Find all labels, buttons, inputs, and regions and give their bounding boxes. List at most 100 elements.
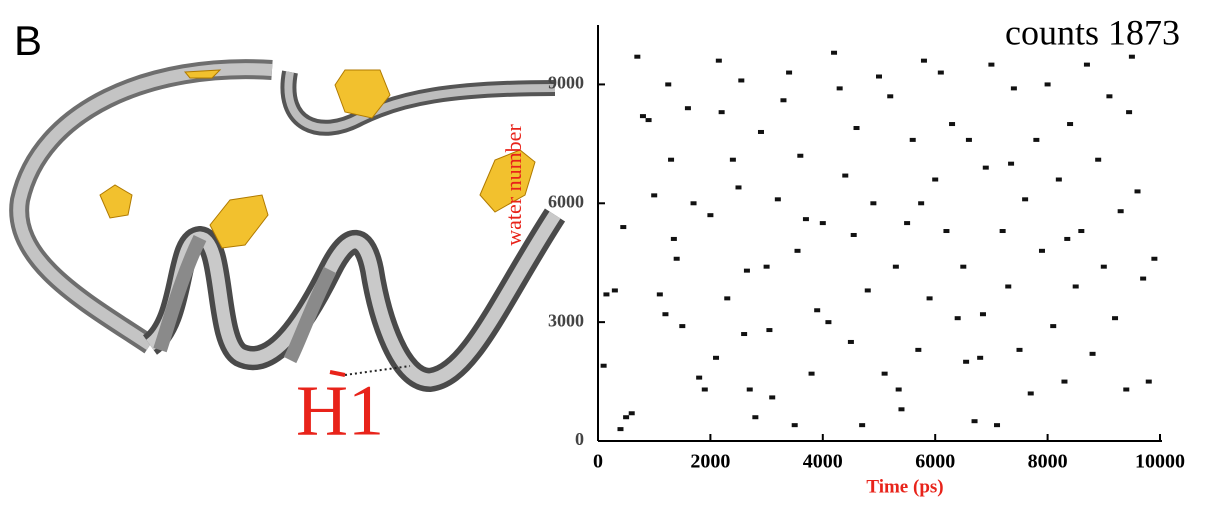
y-tick-label: 0 — [575, 429, 584, 449]
point — [1033, 137, 1040, 142]
point — [819, 221, 826, 226]
point — [679, 324, 686, 329]
point — [943, 229, 950, 234]
point — [1151, 256, 1158, 261]
point — [979, 312, 986, 317]
point — [1126, 110, 1133, 115]
point — [651, 193, 658, 198]
point — [909, 137, 916, 142]
point — [898, 407, 905, 412]
point — [994, 423, 1001, 428]
point — [831, 50, 838, 55]
point — [763, 264, 770, 269]
point — [617, 427, 624, 432]
point — [600, 363, 607, 368]
point — [982, 165, 989, 170]
point — [611, 288, 618, 293]
point — [1134, 189, 1141, 194]
point — [963, 359, 970, 364]
point — [729, 157, 736, 162]
helix-label: H1 — [296, 371, 384, 451]
point — [1022, 197, 1029, 202]
point — [1005, 284, 1012, 289]
point — [1061, 379, 1068, 384]
point — [1067, 122, 1074, 127]
point — [735, 185, 742, 190]
point — [628, 411, 635, 416]
point — [668, 157, 675, 162]
point — [620, 225, 627, 230]
annotation: counts 1873 — [1005, 12, 1180, 52]
point — [1100, 264, 1107, 269]
point — [853, 126, 860, 131]
point — [1117, 209, 1124, 214]
point — [769, 395, 776, 400]
point — [988, 62, 995, 67]
point — [850, 232, 857, 237]
point — [662, 312, 669, 317]
x-tick-label: 6000 — [915, 451, 955, 473]
y-tick-label: 3000 — [548, 310, 584, 330]
point — [859, 423, 866, 428]
point — [842, 173, 849, 178]
point — [802, 217, 809, 222]
point — [847, 339, 854, 344]
point — [999, 229, 1006, 234]
point — [746, 387, 753, 392]
y-tick-label: 9000 — [548, 73, 584, 93]
point — [808, 371, 815, 376]
point — [696, 375, 703, 380]
point — [1008, 161, 1015, 166]
point — [1050, 324, 1057, 329]
point — [1044, 82, 1051, 87]
point — [670, 236, 677, 241]
point — [960, 264, 967, 269]
point — [701, 387, 708, 392]
point — [915, 347, 922, 352]
point — [887, 94, 894, 99]
point — [718, 110, 725, 115]
point — [752, 415, 759, 420]
point — [1145, 379, 1152, 384]
point — [1016, 347, 1023, 352]
molecule-rendering — [9, 59, 566, 393]
x-tick-label: 4000 — [803, 451, 843, 473]
point — [977, 355, 984, 360]
point — [918, 201, 925, 206]
x-tick-label: 10000 — [1135, 451, 1185, 473]
point — [1112, 316, 1119, 321]
point — [949, 122, 956, 127]
point — [1078, 229, 1085, 234]
point — [870, 201, 877, 206]
point — [786, 70, 793, 75]
point — [932, 177, 939, 182]
point — [1128, 54, 1135, 59]
point — [791, 423, 798, 428]
point — [954, 316, 961, 321]
point — [892, 264, 899, 269]
point — [926, 296, 933, 301]
point — [1010, 86, 1017, 91]
point — [656, 292, 663, 297]
x-tick-label: 2000 — [690, 451, 730, 473]
point — [881, 371, 888, 376]
point — [665, 82, 672, 87]
point — [1027, 391, 1034, 396]
point — [684, 106, 691, 111]
point — [603, 292, 610, 297]
point — [965, 137, 972, 142]
point — [1055, 177, 1062, 182]
point — [757, 129, 764, 134]
point — [971, 419, 978, 424]
point — [623, 415, 630, 420]
x-tick-label: 8000 — [1028, 451, 1068, 473]
point — [1038, 248, 1045, 253]
point — [634, 54, 641, 59]
point — [904, 221, 911, 226]
point — [766, 328, 773, 333]
panel-label: B — [14, 17, 42, 64]
point — [741, 332, 748, 337]
point — [724, 296, 731, 301]
point — [836, 86, 843, 91]
